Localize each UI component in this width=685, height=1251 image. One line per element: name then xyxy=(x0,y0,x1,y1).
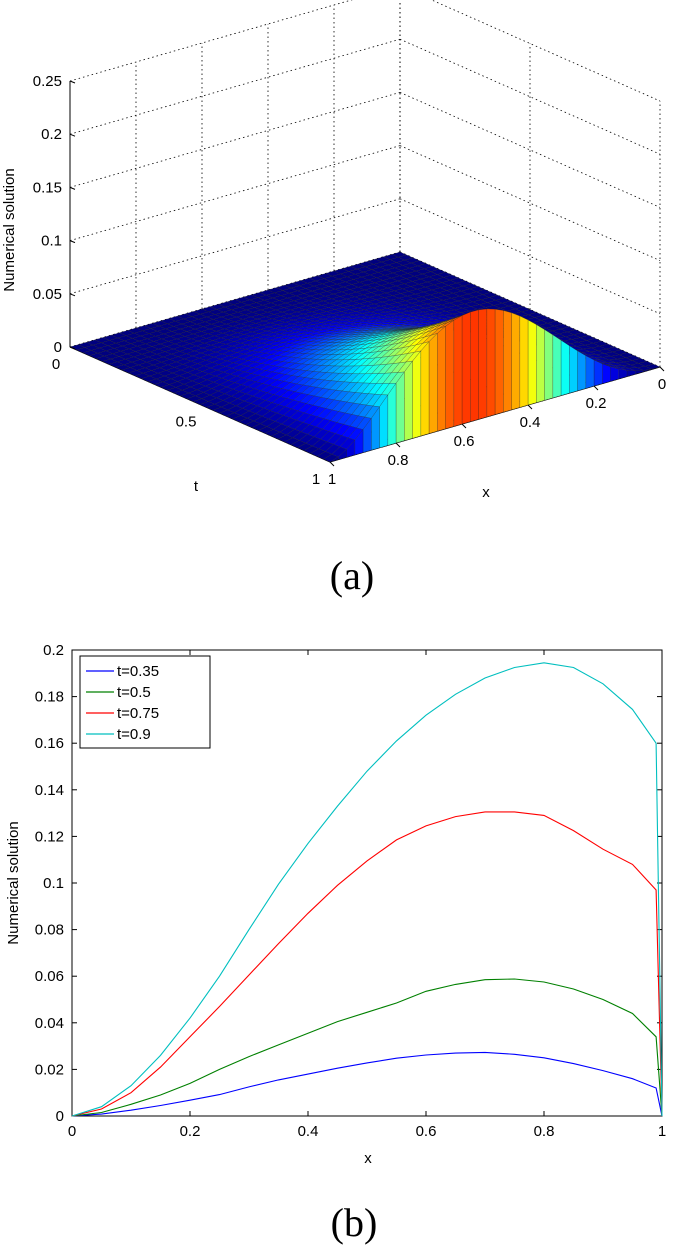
svg-text:0.2: 0.2 xyxy=(586,395,607,412)
svg-text:1: 1 xyxy=(312,471,320,488)
svg-text:0: 0 xyxy=(658,376,666,393)
svg-text:0: 0 xyxy=(52,356,60,373)
surface-t-axis-label: t xyxy=(194,478,199,495)
y-tick-label: 0.18 xyxy=(35,689,64,706)
series-line-t=0.75 xyxy=(71,811,663,1117)
x-tick-label: 0.2 xyxy=(180,1123,201,1140)
line-plot-y-axis-label: Numerical solution xyxy=(5,821,22,944)
surface-tick-labels: 0 0.05 0.1 0.15 0.2 0.25 0 0.2 0.4 0.6 0.8 1 0 0.5 1 xyxy=(33,73,666,488)
y-tick-label: 0.16 xyxy=(35,735,64,752)
x-tick-label: 1 xyxy=(658,1123,666,1140)
svg-text:0.1: 0.1 xyxy=(41,233,62,250)
series-line-t=0.35 xyxy=(71,1051,663,1117)
y-tick-label: 0.04 xyxy=(35,1015,64,1032)
x-tick-label: 0.4 xyxy=(298,1123,319,1140)
y-tick-label: 0.1 xyxy=(43,875,64,892)
line-plot-x-axis-label: x xyxy=(364,1150,372,1167)
x-tick-label: 0.8 xyxy=(534,1123,555,1140)
legend-entry: t=0.5 xyxy=(117,684,151,701)
y-tick-label: 0.08 xyxy=(35,922,64,939)
surface-mesh xyxy=(69,251,661,463)
svg-text:0.5: 0.5 xyxy=(176,414,197,431)
legend-entry: t=0.9 xyxy=(117,726,151,743)
svg-text:0: 0 xyxy=(54,339,62,356)
legend: t=0.35 t=0.5 t=0.75 t=0.9 xyxy=(79,655,211,749)
surface-x-axis-label: x xyxy=(482,484,490,501)
svg-text:0.6: 0.6 xyxy=(454,433,475,450)
svg-text:0.05: 0.05 xyxy=(33,286,62,303)
series-line-t=0.9 xyxy=(71,662,663,1117)
y-tick-label: 0.2 xyxy=(43,642,64,659)
svg-text:0.2: 0.2 xyxy=(41,126,62,143)
legend-entry: t=0.75 xyxy=(117,705,159,722)
surface-plot-panel: 0 0.05 0.1 0.15 0.2 0.25 0 0.2 0.4 0.6 0.8 1 0 0.5 1 N… xyxy=(1,0,666,598)
x-tick-label: 0.6 xyxy=(416,1123,437,1140)
y-tick-label: 0.02 xyxy=(35,1061,64,1078)
svg-text:0.8: 0.8 xyxy=(388,452,409,469)
legend-entry: t=0.35 xyxy=(117,663,159,680)
caption-b: (b) xyxy=(331,1200,378,1245)
y-tick-label: 0 xyxy=(56,1108,64,1125)
y-tick-label: 0.12 xyxy=(35,828,64,845)
line-plot-panel: 0 0.2 0.4 0.6 0.8 1 0 0.02 0.04 0.06 0.08 0.1 0.12 0.… xyxy=(5,642,666,1245)
caption-a: (a) xyxy=(330,553,374,598)
x-tick-label: 0 xyxy=(68,1123,76,1140)
y-tick-label: 0.14 xyxy=(35,782,64,799)
series-line-t=0.5 xyxy=(71,978,663,1117)
svg-text:0.4: 0.4 xyxy=(520,414,541,431)
y-tick-label: 0.06 xyxy=(35,968,64,985)
surface-z-axis-label: Numerical solution xyxy=(1,168,18,291)
svg-text:1: 1 xyxy=(328,471,336,488)
line-plot-series xyxy=(71,662,663,1117)
line-plot-ticks: 0 0.2 0.4 0.6 0.8 1 0 0.02 0.04 0.06 0.08 0.1 0.12 0.… xyxy=(35,642,666,1140)
svg-text:0.15: 0.15 xyxy=(33,179,62,196)
svg-text:0.25: 0.25 xyxy=(33,73,62,90)
